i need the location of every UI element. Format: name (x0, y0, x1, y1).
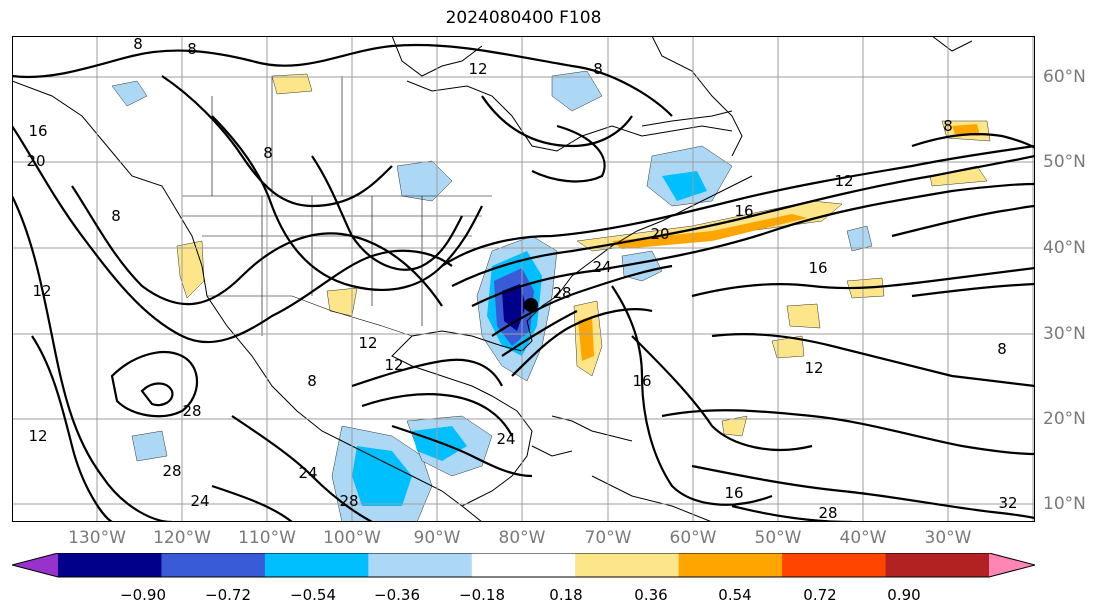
lat-label-30n: 30°N (1043, 324, 1086, 344)
contour-label: 12 (32, 282, 51, 300)
lat-label-20n: 20°N (1043, 409, 1086, 429)
contour-label: 16 (28, 122, 47, 140)
lon-label-90w: 90°W (413, 528, 461, 548)
contours (12, 43, 1035, 522)
contour-label: 8 (943, 117, 953, 135)
colorbar-segment (885, 553, 990, 577)
contour-label: 28 (339, 492, 358, 510)
colorbar-segment (161, 553, 266, 577)
contour-labels: 8 8 12 8 16 20 8 8 12 16 20 24 16 8 12 2… (26, 36, 1017, 522)
storm-center-marker (524, 298, 538, 312)
contour-label: 28 (162, 462, 181, 480)
contour-label: 12 (358, 334, 377, 352)
contour-label: 12 (468, 60, 487, 78)
lat-label-40n: 40°N (1043, 238, 1086, 258)
gridlines (12, 36, 1035, 522)
lon-label-110w: 110°W (238, 528, 296, 548)
contour-label: 8 (111, 207, 121, 225)
colorbar-tick-label: 0.90 (887, 586, 921, 604)
colorbar-tick-label: 0.36 (634, 586, 668, 604)
colorbar-segment (575, 553, 680, 577)
colorbar-outline (12, 553, 1035, 578)
contour-label: 24 (496, 430, 515, 448)
colorbar-tick-label: 0.72 (803, 586, 837, 604)
lon-label-120w: 120°W (153, 528, 211, 548)
contour-label: 24 (298, 464, 317, 482)
borders (182, 76, 492, 337)
contour-label: 32 (998, 494, 1017, 512)
colorbar-tick-label: −0.36 (374, 586, 420, 604)
lat-label-50n: 50°N (1043, 152, 1086, 172)
contour-label: 28 (182, 402, 201, 420)
contour-label: 24 (592, 258, 611, 276)
contour-label: 8 (593, 60, 603, 78)
contour-label: 20 (26, 152, 45, 170)
lat-label-10n: 10°N (1043, 494, 1086, 514)
colorbar-tick-label: 0.54 (718, 586, 752, 604)
colorbar-tick-label: −0.72 (205, 586, 251, 604)
contour-label: 16 (724, 484, 743, 502)
lon-label-80w: 80°W (498, 528, 546, 548)
contour-label: 24 (190, 492, 209, 510)
lon-label-70w: 70°W (584, 528, 632, 548)
contour-label: 16 (808, 259, 827, 277)
contour-label: 16 (734, 202, 753, 220)
colorbar-segment (782, 553, 887, 577)
colorbar-segment (678, 553, 783, 577)
colorbar-tick-label: 0.18 (549, 586, 583, 604)
lon-label-30w: 30°W (924, 528, 972, 548)
colorbar-segment (471, 553, 576, 577)
contour-label: 20 (650, 225, 669, 243)
lon-label-40w: 40°W (839, 528, 887, 548)
contour-label: 16 (632, 372, 651, 390)
colorbar-extend-high (989, 553, 1035, 577)
lon-label-50w: 50°W (754, 528, 802, 548)
lon-label-130w: 130°W (68, 528, 126, 548)
lat-label-60n: 60°N (1043, 67, 1086, 87)
contour-label: 8 (307, 372, 317, 390)
contour-label: 12 (384, 356, 403, 374)
colorbar-segment (58, 553, 162, 577)
colorbar-tick-label: −0.18 (459, 586, 505, 604)
contour-label: 12 (834, 172, 853, 190)
contour-label: 12 (804, 359, 823, 377)
contour-label: 8 (263, 144, 273, 162)
contour-label: 28 (552, 284, 571, 302)
colorbar-segment (368, 553, 473, 577)
lon-label-100w: 100°W (323, 528, 381, 548)
contour-label: 12 (28, 427, 47, 445)
lon-label-60w: 60°W (669, 528, 717, 548)
contour-label: 8 (133, 36, 143, 53)
contour-label: 8 (187, 40, 197, 58)
colorbar (12, 553, 1035, 578)
colorbar-tick-label: −0.90 (120, 586, 166, 604)
contour-label: 8 (997, 340, 1007, 358)
weather-map: 8 8 12 8 16 20 8 8 12 16 20 24 16 8 12 2… (12, 36, 1035, 522)
colorbar-tick-label: −0.54 (290, 586, 336, 604)
colorbar-segment (264, 553, 369, 577)
contour-label: 28 (818, 504, 837, 522)
colorbar-extend-low (12, 553, 58, 577)
map-title: 2024080400 F108 (445, 8, 602, 28)
